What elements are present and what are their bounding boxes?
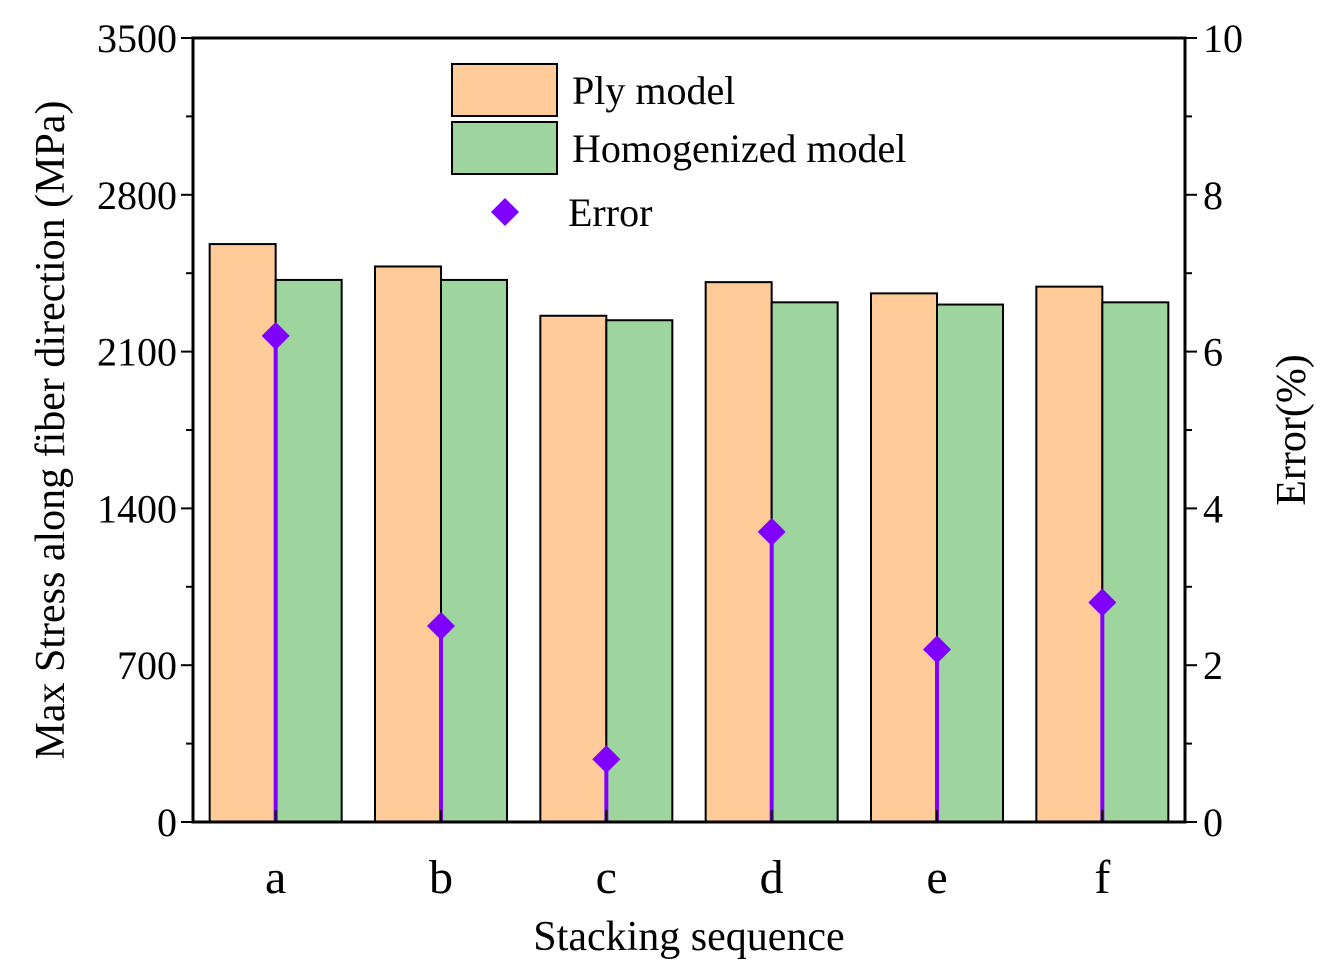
bar-homogenized-a (274, 278, 343, 824)
error-stems-layer (273, 335, 1105, 822)
y-right-tick-label-6: 6 (1203, 330, 1223, 375)
bar-ply-d (704, 281, 773, 824)
bar-ply-e (870, 292, 938, 823)
ticks-layer: a b c d e f 0 700 1400 2100 2800 3500 0 2 4 6 8 10 (97, 16, 1243, 904)
bar-homogenized-b (440, 278, 508, 824)
y-right-tick-label-0: 0 (1203, 800, 1223, 845)
error-marker-f (1088, 588, 1117, 617)
legend-label-ply: Ply model (572, 68, 735, 113)
y-right-tick-label-4: 4 (1203, 486, 1223, 531)
error-marker-b (427, 612, 455, 640)
x-tick-label-d: d (760, 851, 784, 904)
legend-marker-error (491, 198, 519, 226)
bar-ply-f (1035, 285, 1104, 823)
error-marker-a (261, 321, 290, 350)
legend-label-homogenized: Homogenized model (572, 126, 906, 171)
bar-homogenized-e (936, 303, 1004, 823)
error-marker-e (923, 635, 951, 664)
x-tick-label-e: e (926, 851, 947, 904)
legend-swatch-homogenized (451, 121, 558, 175)
error-marker-c (592, 745, 621, 774)
x-tick-label-b: b (429, 851, 453, 904)
y-tick-label-700: 700 (117, 643, 177, 688)
bar-ply-c (539, 314, 608, 823)
y-tick-label-2100: 2100 (97, 330, 177, 375)
x-axis-title: Stacking sequence (533, 914, 844, 960)
bar-homogenized-d (770, 301, 839, 823)
y-axis-title: Max Stress along fiber direction (MPa) (28, 100, 74, 759)
y-tick-label-2800: 2800 (97, 173, 177, 218)
y-tick-label-1400: 1400 (97, 486, 177, 531)
x-tick-label-f: f (1094, 851, 1110, 904)
bars-layer (208, 243, 1170, 824)
legend-swatch-ply (451, 63, 558, 117)
bar-homogenized-f (1101, 301, 1170, 823)
y-right-tick-label-2: 2 (1203, 643, 1223, 688)
bar-ply-b (374, 265, 442, 824)
bar-homogenized-c (605, 319, 674, 823)
x-tick-label-c: c (596, 851, 617, 904)
y-right-tick-label-8: 8 (1203, 173, 1223, 218)
y-axis-right-title: Error(%) (1269, 354, 1315, 506)
y-tick-label-0: 0 (157, 800, 177, 845)
legend: Ply model Homogenized model Error (451, 63, 906, 235)
x-tick-label-a: a (265, 851, 286, 904)
error-marker-d (757, 517, 786, 546)
y-right-tick-label-10: 10 (1203, 16, 1243, 61)
error-markers-layer (261, 321, 1117, 774)
legend-label-error: Error (568, 190, 652, 235)
y-tick-label-3500: 3500 (97, 16, 177, 61)
bar-ply-a (208, 243, 277, 823)
